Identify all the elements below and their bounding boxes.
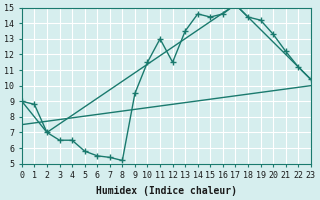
X-axis label: Humidex (Indice chaleur): Humidex (Indice chaleur) [96, 186, 237, 196]
